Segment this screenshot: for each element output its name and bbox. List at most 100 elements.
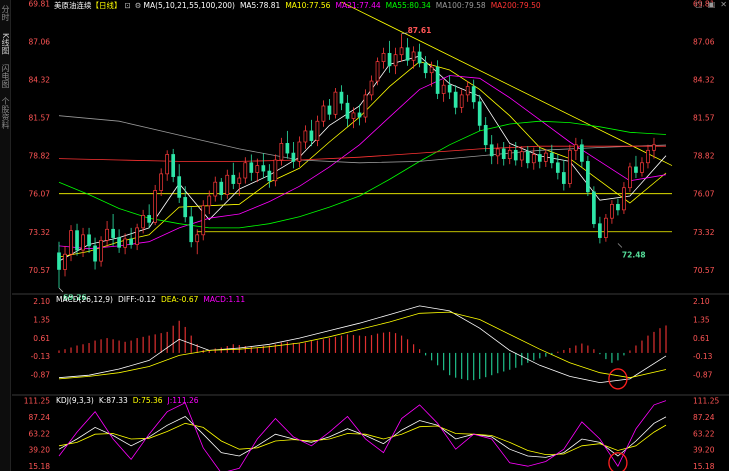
sidebar-item-kline[interactable]: K线图 xyxy=(1,33,10,55)
candle-body xyxy=(81,234,85,251)
candle-body xyxy=(604,217,608,238)
candle-body xyxy=(622,187,626,211)
price-tick-label-right: 78.82 xyxy=(693,152,715,161)
sidebar-item-timeshare[interactable]: 分时 xyxy=(1,5,10,21)
candle-body xyxy=(381,52,386,62)
kdj-line-k xyxy=(58,416,667,458)
macd-tick-label-right: 2.10 xyxy=(693,297,710,306)
candle-body xyxy=(423,62,428,74)
price-tick-label-right: 76.07 xyxy=(693,190,715,199)
candle-body xyxy=(111,228,115,238)
candle-body xyxy=(628,166,632,189)
macd-header: MACD(26,12,9) DIFF:-0.12 DEA:-0.67 MACD:1.1… xyxy=(56,295,245,304)
main-header: 美原油连续【日线】 ⊡ ⚙ MA(5,10,21,55,100,200) MA5:78.… xyxy=(54,0,541,10)
maximize-button[interactable]: ▣ xyxy=(707,0,716,9)
candle-body xyxy=(183,197,188,218)
price-tick-label-left: 76.07 xyxy=(29,190,51,199)
candle-body xyxy=(495,148,500,157)
candle-body xyxy=(69,230,73,255)
sidebar-item-flash[interactable]: 闪电图 xyxy=(1,64,10,88)
macd-highlight-circle xyxy=(608,368,628,390)
macd-tick-label-left: 0.61 xyxy=(33,334,50,343)
candle-body xyxy=(189,216,194,243)
candle-body xyxy=(297,141,302,162)
candle-body xyxy=(435,66,440,94)
ma-value: MA200:79.50 xyxy=(491,1,541,10)
candle-body xyxy=(231,174,236,184)
candle-body xyxy=(303,130,308,143)
candle-body xyxy=(207,195,212,207)
price-tick-label-left: 70.57 xyxy=(29,266,51,275)
candle-body xyxy=(525,151,530,164)
macd-tick-label-left: 1.35 xyxy=(33,316,50,325)
kdj-line-j xyxy=(58,400,667,471)
candle-body xyxy=(387,52,392,67)
ma-line-ma200 xyxy=(58,145,666,162)
kdj-tick-label-left: 111.25 xyxy=(24,397,50,406)
ma-value: MA21:77.44 xyxy=(335,1,380,10)
candle-body xyxy=(507,149,512,159)
macd-line-diff xyxy=(58,305,667,384)
candle-body xyxy=(345,102,350,119)
candle-body xyxy=(261,165,266,172)
candle-body xyxy=(555,162,560,173)
candle-body xyxy=(610,203,614,219)
candle-body xyxy=(273,159,278,182)
candle-body xyxy=(652,144,656,151)
ma-line-ma5 xyxy=(58,55,667,262)
candle-body xyxy=(411,51,416,61)
macd-value: DEA:-0.67 xyxy=(161,295,199,304)
candle-body xyxy=(574,144,578,151)
period-label: 【日线】 xyxy=(92,0,122,10)
candle-body xyxy=(483,125,488,146)
price-tick-label-left: 87.06 xyxy=(29,37,51,46)
ma-value: MA10:77.56 xyxy=(285,1,330,10)
price-tick-label-left: 78.82 xyxy=(29,152,51,161)
candle-body xyxy=(135,227,139,245)
candle-body xyxy=(321,105,326,122)
candle-body xyxy=(405,47,410,61)
candle-body xyxy=(543,152,548,162)
price-tick-label-right: 69.81 xyxy=(693,0,715,8)
ma-line-ma10 xyxy=(58,61,667,258)
candle-body xyxy=(580,144,584,162)
lock-icon: ⊡ xyxy=(125,1,131,10)
annotation-leader xyxy=(401,32,408,35)
candle-body xyxy=(225,174,230,195)
candle-body xyxy=(285,143,290,154)
candle-body xyxy=(616,203,620,211)
window-controls: ▢ ▣ ✕ xyxy=(695,0,727,10)
macd-panel: 2.10 2.10 1.35 1.35 0.61 0.61 -0.13 -0.13 -0.87 -… xyxy=(31,297,713,390)
candle-body xyxy=(393,54,398,67)
kdj-tick-label-right: 111.25 xyxy=(693,397,719,406)
price-tick-label-left: 69.81 xyxy=(29,0,51,8)
price-tick-label-right: 81.57 xyxy=(693,113,715,122)
candle-body xyxy=(447,84,452,93)
candle-body xyxy=(153,190,158,223)
candle-body xyxy=(291,152,296,162)
kdj-tick-label-left: 15.18 xyxy=(29,462,51,471)
close-button[interactable]: ✕ xyxy=(720,0,727,9)
candle-body xyxy=(237,177,242,184)
kdj-header: KDJ(9,3,3) K:87.33 D:75.36 J:111.26 xyxy=(56,396,199,405)
price-tick-label-left: 81.57 xyxy=(29,113,51,122)
annotation-label: 69.26 xyxy=(63,293,87,302)
candle-body xyxy=(646,149,650,164)
candle-body xyxy=(165,154,170,175)
sidebar-item-profile[interactable]: 个股资料 xyxy=(1,97,10,129)
price-tick-label-right: 84.32 xyxy=(693,75,715,84)
candle-body xyxy=(339,91,344,104)
candle-body xyxy=(267,170,272,182)
kdj-tick-label-right: 63.22 xyxy=(693,429,715,438)
panel-dividers xyxy=(12,293,729,396)
candle-body xyxy=(309,130,314,141)
candle-body xyxy=(99,240,103,262)
candle-body xyxy=(213,181,218,197)
restore-button[interactable]: ▢ xyxy=(695,0,703,9)
candle-body xyxy=(129,238,133,245)
left-sidebar: 分时 K线图 闪电图 个股资料 xyxy=(0,0,11,471)
macd-tick-label-right: -0.13 xyxy=(693,352,713,361)
candle-body xyxy=(586,161,590,193)
kdj-tick-label-right: 39.20 xyxy=(693,446,715,455)
